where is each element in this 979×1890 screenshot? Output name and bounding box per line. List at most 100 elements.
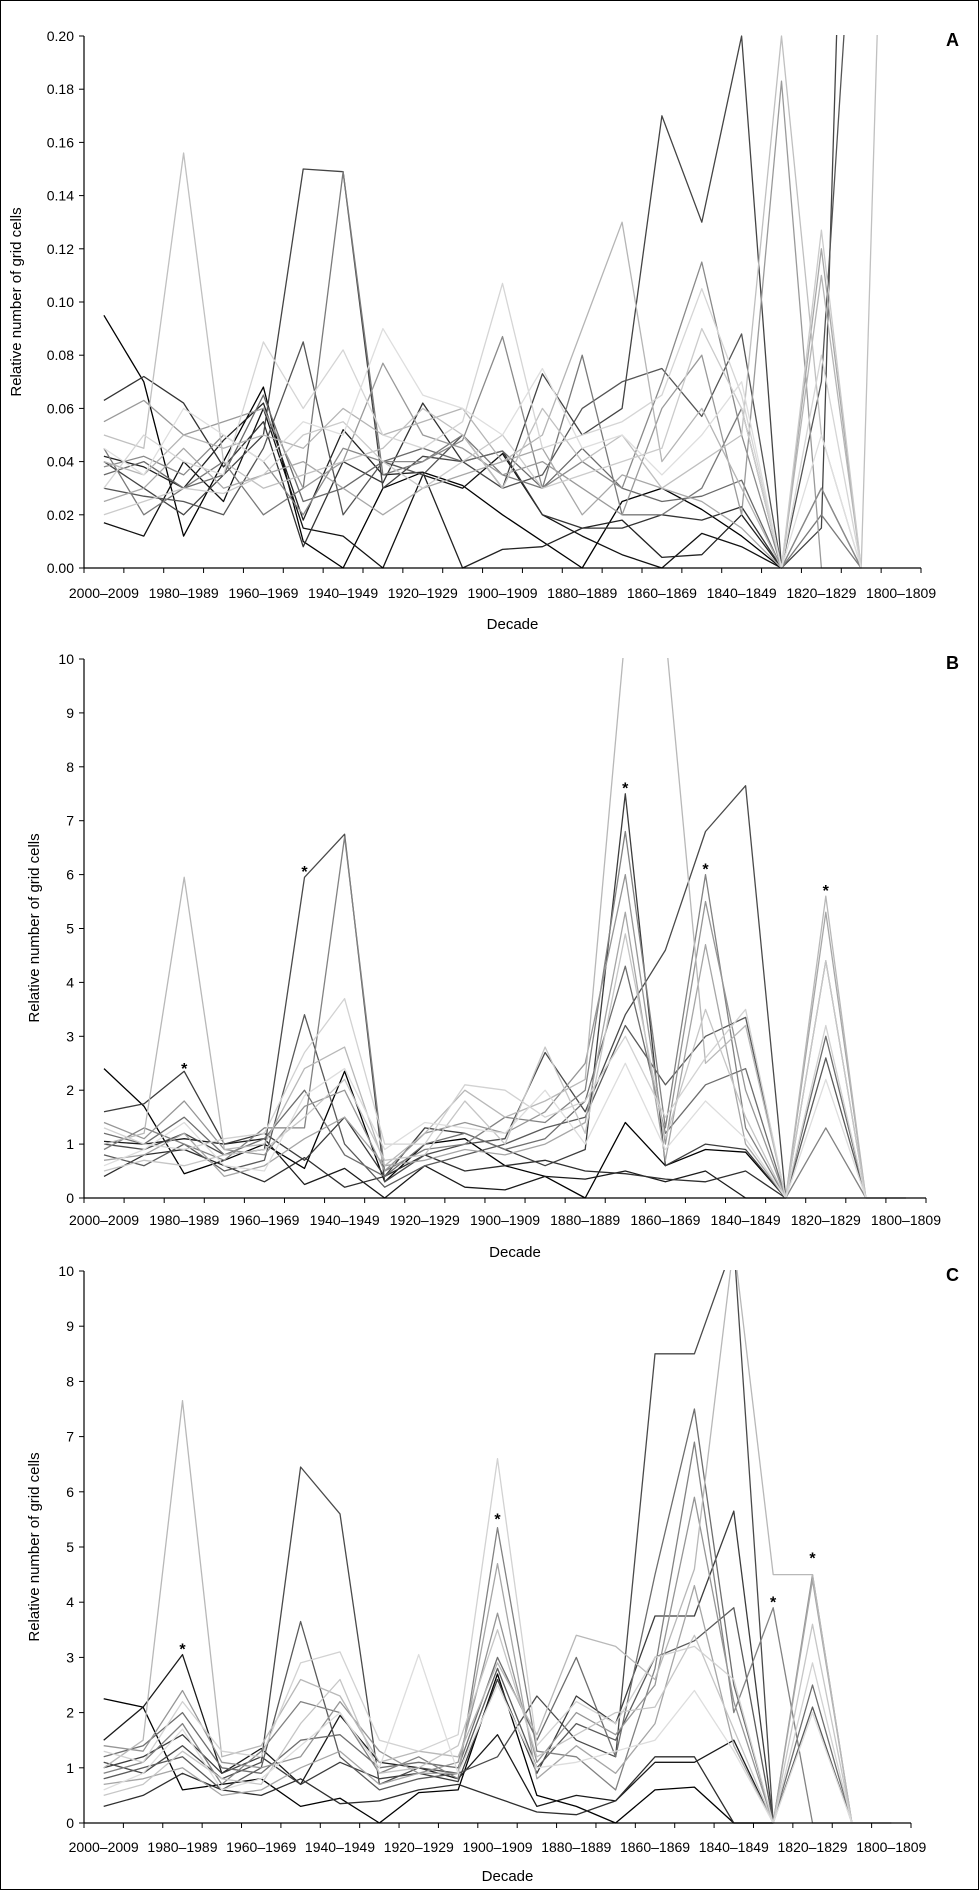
x-tick-label: 1820–1829 <box>786 585 856 601</box>
x-tick-label: 1880–1889 <box>550 1212 620 1228</box>
x-tick-label: 1940–1949 <box>305 1839 375 1855</box>
significance-asterisk: * <box>179 1641 186 1658</box>
x-tick-label: 1900–1909 <box>462 1839 532 1855</box>
y-tick-label: 9 <box>66 1318 74 1334</box>
significance-asterisk: * <box>823 883 830 900</box>
significance-asterisk: * <box>494 1512 501 1529</box>
y-axis-title: Relative number of grid cells <box>8 207 25 396</box>
x-tick-label: 1840–1849 <box>707 585 777 601</box>
x-tick-label: 1920–1929 <box>388 585 458 601</box>
series-line-13 <box>103 1458 853 1824</box>
x-axis-title: Decade <box>489 1244 541 1261</box>
x-tick-label: 1840–1849 <box>699 1839 769 1855</box>
series-line-8 <box>103 1441 852 1824</box>
series-line-7 <box>103 394 862 569</box>
series-line-8 <box>103 171 862 569</box>
x-tick-label: 1900–1909 <box>467 585 537 601</box>
significance-asterisk: * <box>622 781 629 798</box>
series-line-3 <box>103 1148 787 1199</box>
x-tick-label: 1880–1889 <box>541 1839 611 1855</box>
series-line-10 <box>103 1562 853 1824</box>
y-tick-label: 0.04 <box>47 454 74 470</box>
panel-b: 0 1 2 3 4 5 6 7 8 9 10 2000–2009 1980–1989 1960–1969 1… <box>26 651 959 1261</box>
significance-asterisk: * <box>301 864 308 881</box>
y-tick-label: 6 <box>66 1484 74 1500</box>
y-tick-label: 10 <box>58 651 74 667</box>
significance-asterisk: * <box>770 1594 777 1611</box>
series-line-5 <box>103 785 787 1199</box>
x-tick-label: 1920–1929 <box>384 1839 454 1855</box>
series-line-1 <box>103 314 782 569</box>
x-axis-title: Decade <box>487 616 539 633</box>
y-tick-label: 0 <box>66 1190 74 1206</box>
y-tick-label: 9 <box>66 705 74 721</box>
y-tick-label: 0.16 <box>47 134 74 150</box>
x-tick-label: 1980–1989 <box>147 1839 217 1855</box>
x-tick-label: 1960–1969 <box>226 1839 296 1855</box>
series-group <box>103 35 878 569</box>
y-tick-label: 5 <box>66 921 74 937</box>
significance-asterisk: * <box>702 862 709 879</box>
y-tick-label: 0.20 <box>47 28 74 44</box>
series-line-6 <box>103 1607 853 1824</box>
y-tick-label: 7 <box>66 1429 74 1445</box>
y-tick-label: 2 <box>66 1082 74 1098</box>
series-line-2 <box>103 1138 786 1199</box>
x-tick-label: 1980–1989 <box>149 585 219 601</box>
significance-asterisk: * <box>809 1550 816 1567</box>
y-tick-label: 0.10 <box>47 294 74 310</box>
y-tick-label: 3 <box>66 1649 74 1665</box>
series-line-9 <box>103 873 867 1199</box>
y-tick-label: 1 <box>66 1760 74 1776</box>
x-tick-label: 1800–1809 <box>856 1839 926 1855</box>
y-tick-label: 10 <box>58 1263 74 1279</box>
series-line-16 <box>103 327 862 569</box>
x-tick-label: 1860–1869 <box>620 1839 690 1855</box>
series-line-13 <box>103 997 867 1199</box>
series-line-1 <box>103 1068 787 1199</box>
significance-asterisk: * <box>181 1061 188 1078</box>
series-line-11 <box>103 248 862 569</box>
y-tick-label: 7 <box>66 813 74 829</box>
y-axis-title: Relative number of grid cells <box>26 833 43 1022</box>
y-tick-label: 3 <box>66 1028 74 1044</box>
y-tick-label: 4 <box>66 974 74 990</box>
series-line-7 <box>103 965 906 1199</box>
y-tick-label: 1 <box>66 1136 74 1152</box>
y-axis-title: Relative number of grid cells <box>26 1452 43 1641</box>
y-tick-label: 0.14 <box>47 188 74 204</box>
series-line-10 <box>103 911 867 1199</box>
series-line-15 <box>103 282 862 569</box>
x-tick-label: 1820–1829 <box>778 1839 848 1855</box>
x-tick-label: 2000–2009 <box>69 1839 139 1855</box>
series-line-1 <box>103 1673 774 1824</box>
x-tick-label: 1860–1869 <box>630 1212 700 1228</box>
series-line-2 <box>103 1653 774 1824</box>
y-tick-label: 2 <box>66 1705 74 1721</box>
x-tick-label: 1940–1949 <box>310 1212 380 1228</box>
series-line-6 <box>103 1014 867 1199</box>
x-tick-label: 1940–1949 <box>308 585 378 601</box>
series-line-5 <box>103 35 838 569</box>
panel-letter: A <box>946 30 959 50</box>
series-line-13 <box>103 35 878 569</box>
series-line-14 <box>103 1062 867 1199</box>
series-line-4 <box>103 793 787 1199</box>
series-line-7 <box>103 1408 892 1824</box>
x-tick-label: 1980–1989 <box>149 1212 219 1228</box>
y-tick-label: 4 <box>66 1594 74 1610</box>
y-tick-label: 0.06 <box>47 400 74 416</box>
panel-letter: B <box>946 653 959 673</box>
y-tick-label: 6 <box>66 867 74 883</box>
y-tick-label: 0.02 <box>47 507 74 523</box>
series-line-12 <box>103 221 862 569</box>
x-tick-label: 1820–1829 <box>791 1212 861 1228</box>
y-tick-label: 8 <box>66 759 74 775</box>
x-tick-label: 1800–1809 <box>871 1212 941 1228</box>
series-line-4 <box>103 1510 774 1824</box>
series-line-5 <box>103 1270 774 1824</box>
y-tick-label: 0 <box>66 1815 74 1831</box>
series-line-14 <box>103 229 862 569</box>
x-tick-label: 1860–1869 <box>627 585 697 601</box>
